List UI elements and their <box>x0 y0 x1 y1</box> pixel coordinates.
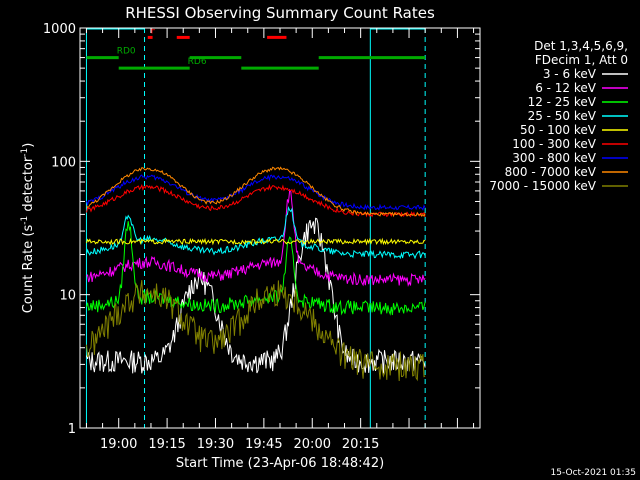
y-axis: 1 10 100 1000 <box>43 22 480 437</box>
chart-title: RHESSI Observing Summary Count Rates <box>125 4 435 22</box>
y-tick-label: 1000 <box>43 22 76 37</box>
y-tick-label: 10 <box>59 289 76 304</box>
series-lines <box>86 166 426 382</box>
legend-entry-label: 25 - 50 keV <box>528 109 597 123</box>
x-tick-label: 20:00 <box>294 437 331 452</box>
series-line <box>86 280 426 382</box>
legend-entry-label: 300 - 800 keV <box>512 151 596 165</box>
y-axis-label: Count Rate (s-1 detector-1) <box>20 143 36 314</box>
series-line <box>86 166 426 218</box>
series-line <box>86 188 426 287</box>
series-line <box>86 237 426 246</box>
timestamp: 15-Oct-2021 01:35 <box>551 468 636 478</box>
legend: Det 1,3,4,5,6,9, FDecim 1, Att 0 3 - 6 k… <box>489 39 628 193</box>
y-axis-label-part-4: -1 <box>20 148 30 157</box>
x-axis: 19:00 19:15 19:30 19:45 20:00 20:15 <box>85 28 475 452</box>
annotation-label: RD6 <box>188 57 207 67</box>
series-line <box>86 183 426 218</box>
y-tick-label: 100 <box>51 155 76 170</box>
legend-entry-label: 6 - 12 keV <box>535 81 597 95</box>
series-line <box>86 217 426 374</box>
y-axis-label-part-2: -1 <box>20 216 30 225</box>
legend-entry-label: 50 - 100 keV <box>520 123 597 137</box>
legend-entry-label: 800 - 7000 keV <box>505 165 597 179</box>
annotation-label: F <box>151 26 156 36</box>
legend-entry-label: 3 - 6 keV <box>543 67 597 81</box>
annotations: NFRD0RD6 <box>86 26 426 70</box>
series-line <box>86 174 426 211</box>
x-tick-label: 19:00 <box>100 437 137 452</box>
y-axis-label-part-3: detector <box>21 156 36 216</box>
legend-header-line-2: FDecim 1, Att 0 <box>535 53 628 67</box>
x-tick-label: 20:15 <box>342 437 379 452</box>
legend-header-line-1: Det 1,3,4,5,6,9, <box>534 39 628 53</box>
legend-entry-label: 12 - 25 keV <box>528 95 597 109</box>
legend-entry-label: 7000 - 15000 keV <box>489 179 596 193</box>
x-tick-label: 19:45 <box>245 437 282 452</box>
annotation-label: RD0 <box>117 47 136 57</box>
y-axis-label-part-1: Count Rate (s <box>21 225 36 314</box>
legend-entry-label: 100 - 300 keV <box>512 137 596 151</box>
y-tick-label: 1 <box>68 422 76 437</box>
x-tick-label: 19:30 <box>197 437 234 452</box>
x-axis-label: Start Time (23-Apr-06 18:48:42) <box>176 456 384 471</box>
y-axis-label-part-5: ) <box>21 143 36 148</box>
x-tick-label: 19:15 <box>148 437 185 452</box>
